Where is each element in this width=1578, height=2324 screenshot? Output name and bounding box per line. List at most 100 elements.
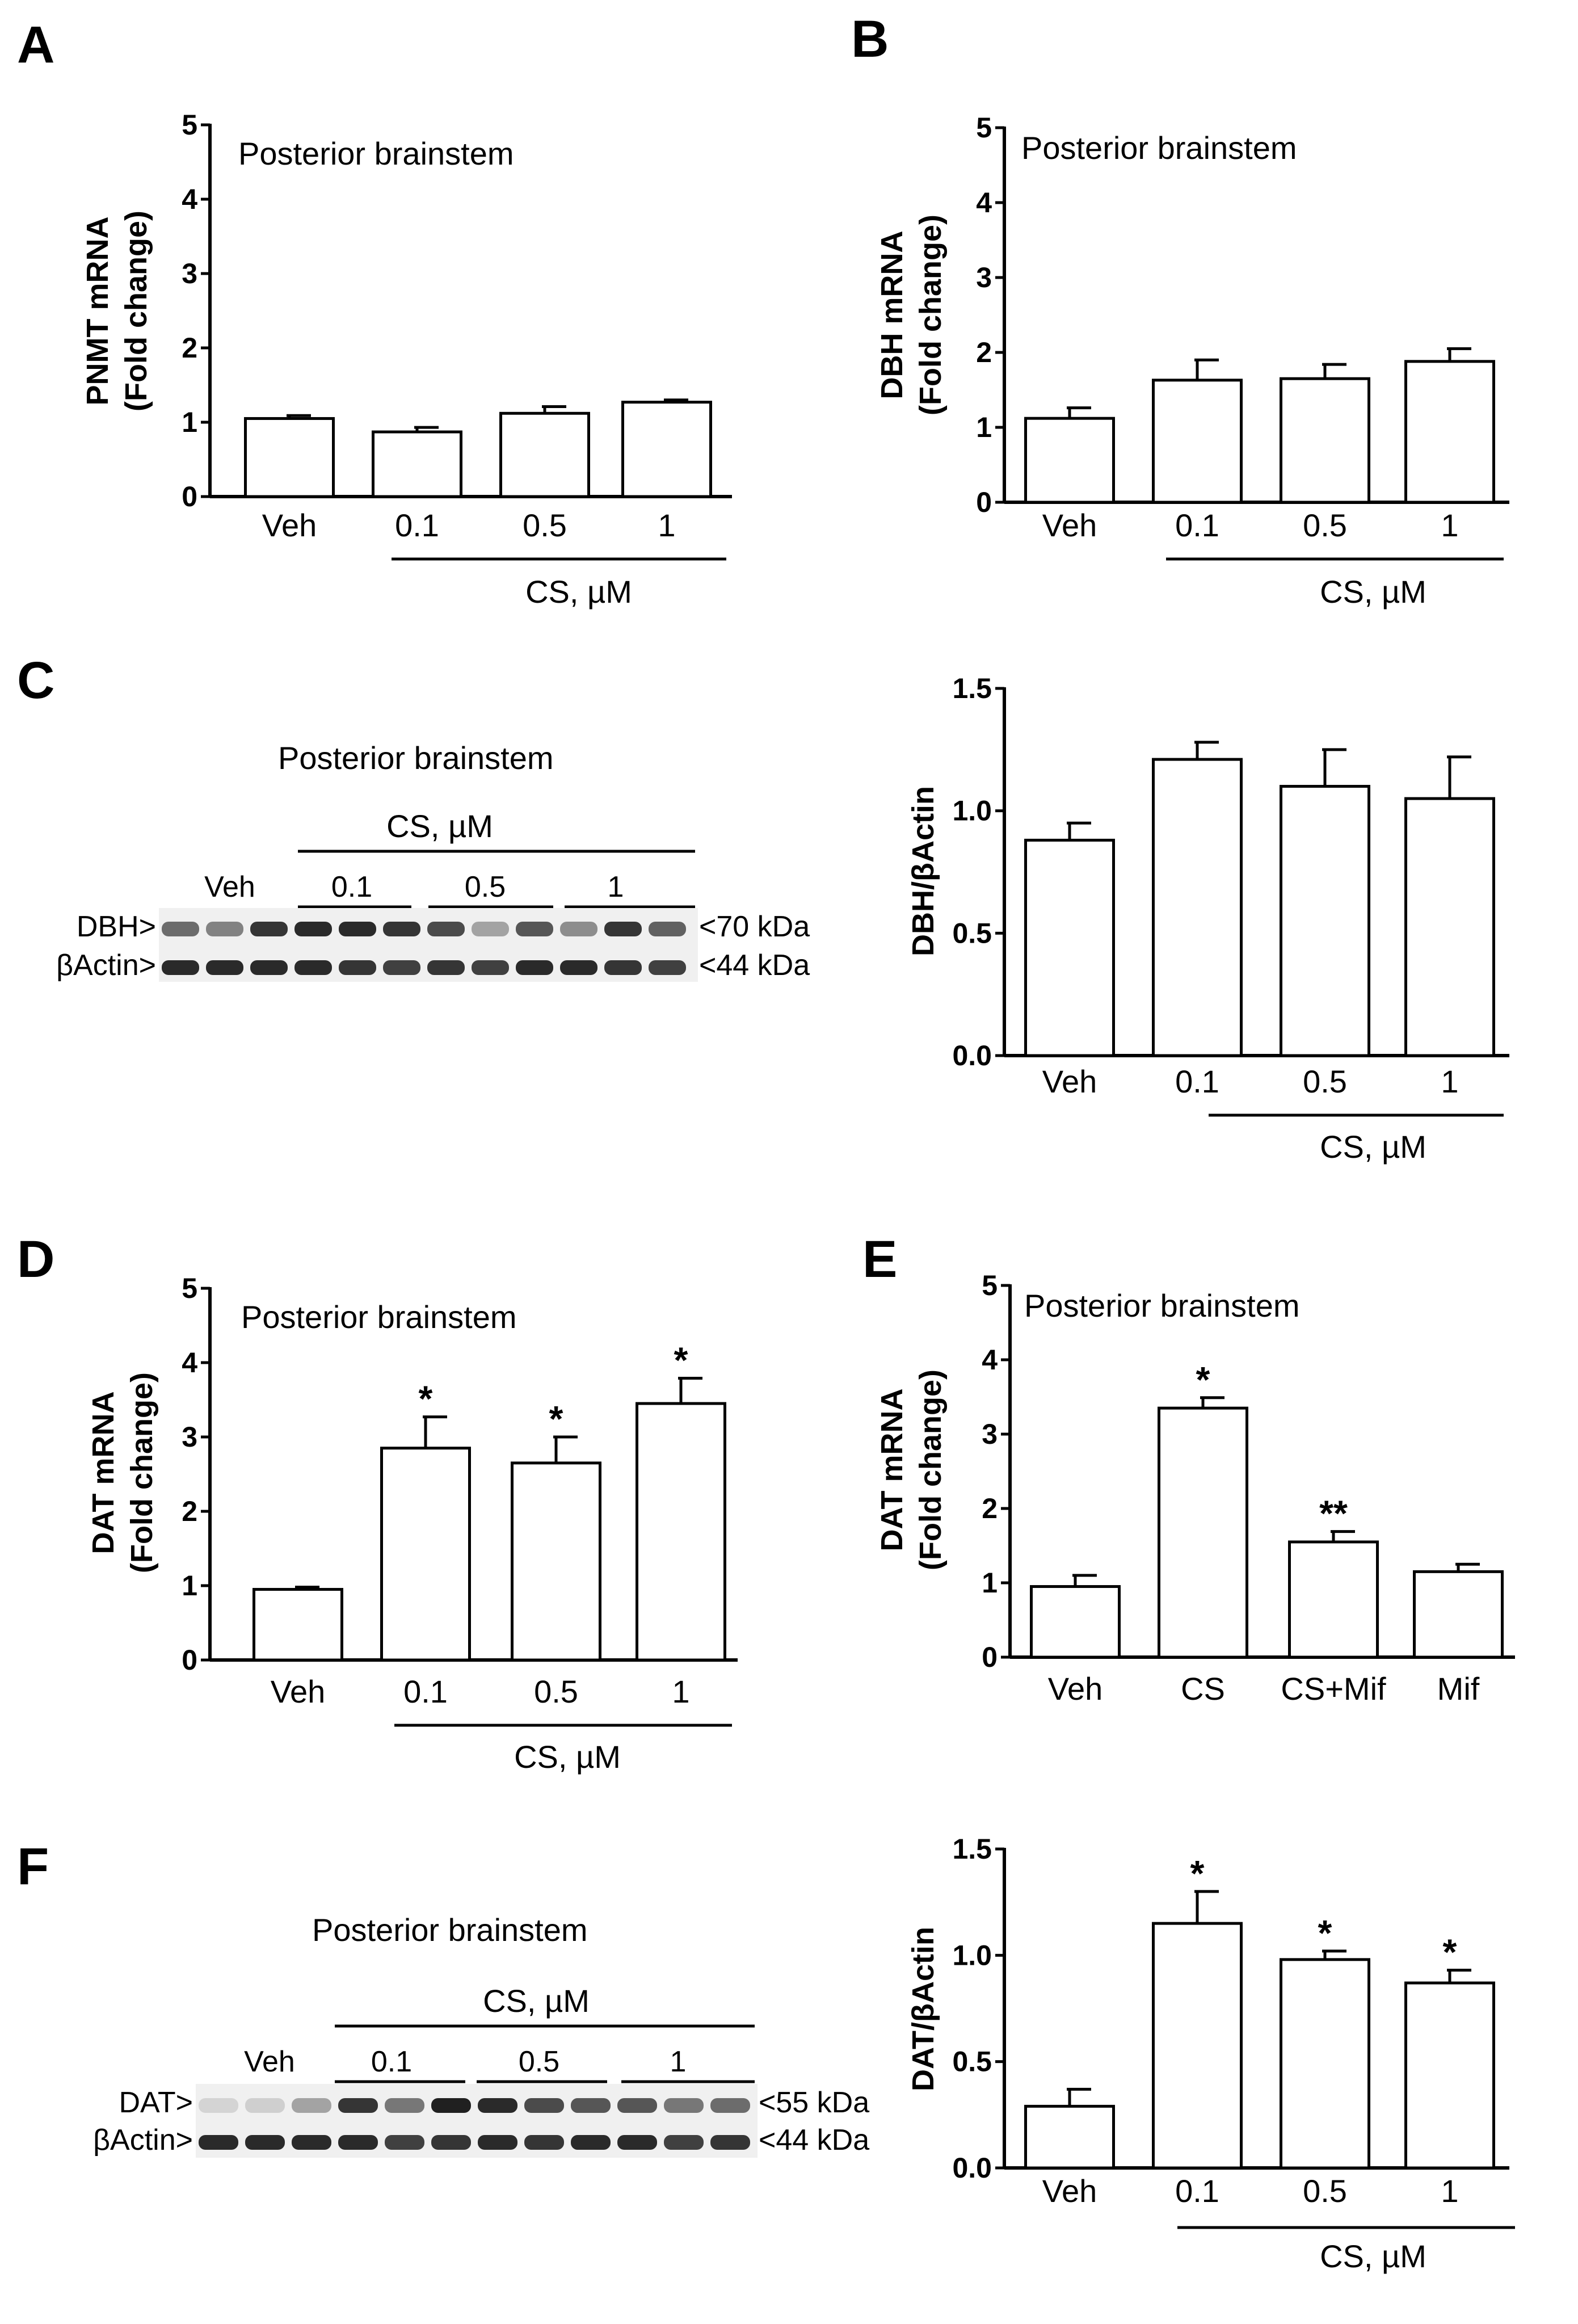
chart-b-y-label-line: DBH mRNA — [875, 231, 909, 400]
blot-c-veh-label: Veh — [204, 871, 255, 903]
chart-b-y-tick-label: 4 — [976, 187, 992, 218]
chart-c-bar — [1152, 758, 1243, 1057]
blot-band — [339, 960, 376, 975]
chart-e-significance: * — [1196, 1359, 1210, 1400]
western-blot-c: Posterior brainstem CS, µM Veh 0.1 0.5 1… — [56, 740, 810, 982]
blot-band — [250, 922, 288, 936]
chart-e-y-tick-label: 5 — [982, 1270, 998, 1301]
chart-a-pnmt-mrna: 0 1 2 3 4 5 PNMT mRNA (Fold change) Posterior br… — [81, 109, 732, 610]
chart-a-group-label: CS, µM — [525, 574, 632, 610]
chart-b-x-tick-label: 1 — [1441, 507, 1458, 543]
chart-e-x-tick-label: Veh — [1048, 1671, 1103, 1707]
chart-b-bar — [1280, 377, 1370, 504]
chart-d-y-tick-label: 0 — [182, 1644, 197, 1676]
blot-c-title: Posterior brainstem — [278, 740, 554, 776]
blot-f-row-label-dat: DAT> — [119, 2086, 193, 2119]
panel-letter-c: C — [17, 652, 54, 709]
chart-e-y-label-line: (Fold change) — [914, 1369, 948, 1570]
chart-e-title: Posterior brainstem — [1024, 1288, 1300, 1323]
blot-band — [292, 2135, 331, 2150]
blot-f-size-55: <55 kDa — [759, 2086, 869, 2119]
chart-c-bar — [1280, 785, 1370, 1057]
panel-letter-e: E — [862, 1230, 897, 1288]
chart-a-y-tick-label: 3 — [182, 258, 197, 289]
chart-d-x-tick-label: 0.1 — [403, 1674, 448, 1709]
panel-letter-d: D — [17, 1230, 54, 1288]
chart-a-title: Posterior brainstem — [238, 136, 514, 171]
chart-b-x-tick-label: Veh — [1042, 507, 1097, 543]
blot-band — [571, 2098, 611, 2113]
blot-band — [206, 922, 243, 936]
chart-a-y-tick-label: 4 — [182, 183, 197, 215]
chart-f-x-tick-label: 0.1 — [1175, 2173, 1219, 2209]
chart-a-y-tick-label: 5 — [182, 109, 197, 141]
chart-f-y-label: DAT/βActin — [906, 1927, 940, 2091]
chart-d-y-tick-label: 5 — [182, 1272, 197, 1304]
blot-c-row-label-actin: βActin> — [56, 949, 156, 982]
blot-band — [294, 960, 332, 975]
chart-c-bar — [1404, 797, 1495, 1057]
chart-c-dbh-actin: 0.0 0.5 1.0 1.5 DBH/βActin Veh 0.1 0.5 1 CS, µM — [906, 673, 1509, 1165]
chart-e-y-tick-label: 0 — [982, 1641, 998, 1673]
panel-letter-f: F — [17, 1838, 49, 1896]
blot-band — [162, 922, 199, 936]
blot-c-size-70: <70 kDa — [699, 910, 810, 943]
chart-d-bar — [511, 1461, 601, 1662]
chart-c-y-tick-label: 1.0 — [952, 795, 992, 827]
chart-c-y-label-line: DBH/βActin — [906, 786, 940, 956]
chart-a-x-tick-label: Veh — [262, 507, 317, 543]
blot-band — [516, 922, 553, 936]
blot-band — [649, 922, 686, 936]
chart-e-y-tick-label: 2 — [982, 1493, 998, 1524]
chart-f-x-tick-label: Veh — [1042, 2173, 1097, 2209]
chart-a-bar — [499, 411, 590, 498]
chart-e-bar — [1158, 1406, 1248, 1659]
chart-c-x-tick-label: 0.1 — [1175, 1064, 1219, 1099]
chart-b-bar — [1024, 417, 1115, 504]
chart-d-group-label: CS, µM — [514, 1739, 621, 1775]
blot-band — [710, 2098, 750, 2113]
chart-f-bar — [1152, 1922, 1243, 2170]
chart-a-y-tick-label: 1 — [182, 406, 197, 438]
blot-band — [338, 2135, 378, 2150]
chart-e-y-tick-label: 3 — [982, 1418, 998, 1450]
panel-letter-b: B — [851, 10, 889, 68]
chart-f-y-tick-label: 1.5 — [952, 1833, 992, 1865]
chart-d-y-label: DAT mRNA (Fold change) — [86, 1372, 159, 1573]
chart-a-bar — [244, 417, 335, 498]
chart-d-y-tick-label: 2 — [182, 1495, 197, 1527]
chart-d-title: Posterior brainstem — [241, 1299, 517, 1335]
blot-c-cs-label: CS, µM — [386, 808, 493, 844]
blot-band — [338, 2098, 378, 2113]
blot-band — [385, 2135, 424, 2150]
blot-band — [478, 2098, 517, 2113]
chart-f-x-tick-label: 1 — [1441, 2173, 1458, 2209]
chart-f-y-tick-label: 1.0 — [952, 1939, 992, 1971]
chart-d-bar — [380, 1447, 471, 1662]
chart-a-y-label-line: (Fold change) — [119, 211, 153, 411]
chart-b-y-tick-label: 0 — [976, 486, 992, 518]
blot-band — [245, 2135, 285, 2150]
chart-a-x-tick-label: 0.5 — [523, 507, 567, 543]
chart-f-x-tick-label: 0.5 — [1303, 2173, 1347, 2209]
chart-e-y-tick-label: 4 — [982, 1344, 998, 1376]
chart-d-x-tick-label: 1 — [672, 1674, 689, 1709]
chart-d-y-tick-label: 1 — [182, 1570, 197, 1602]
chart-b-y-tick-label: 5 — [976, 112, 992, 144]
blot-band — [604, 922, 642, 936]
chart-e-y-label: DAT mRNA (Fold change) — [875, 1369, 948, 1570]
blot-band — [604, 960, 642, 975]
blot-band — [524, 2098, 564, 2113]
chart-c-group-label: CS, µM — [1320, 1129, 1426, 1165]
chart-e-x-tick-label: CS — [1181, 1671, 1225, 1707]
western-blot-f: Posterior brainstem CS, µM Veh 0.1 0.5 1… — [93, 1912, 869, 2158]
blot-band — [617, 2135, 657, 2150]
chart-b-y-label: DBH mRNA (Fold change) — [875, 215, 948, 415]
chart-d-significance: * — [674, 1340, 688, 1381]
chart-d-y-label-line: DAT mRNA — [86, 1392, 120, 1554]
chart-d-y-tick-label: 4 — [182, 1347, 197, 1379]
chart-b-x-tick-label: 0.1 — [1175, 507, 1219, 543]
chart-b-dbh-mrna: 0 1 2 3 4 5 DBH mRNA (Fold change) Posterior bra… — [875, 112, 1509, 610]
blot-f-group-label: 1 — [670, 2045, 687, 2078]
